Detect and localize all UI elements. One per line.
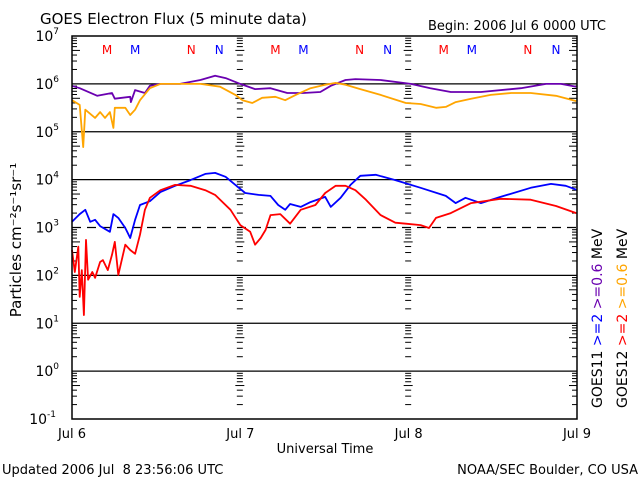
event-marker-n: N: [523, 43, 532, 57]
series-lines: [71, 74, 577, 316]
event-marker-m: M: [102, 43, 112, 57]
x-axis-label: Universal Time: [277, 442, 374, 457]
x-tick-label: Jul 7: [225, 427, 254, 442]
chart-title: GOES Electron Flux (5 minute data): [40, 10, 307, 28]
y-axis-label: Particles cm⁻²s⁻¹sr⁻¹: [7, 163, 25, 317]
y-tick-label: 104: [35, 171, 59, 189]
plot-frame: [71, 35, 578, 420]
legend-entry: GOES11: [590, 346, 606, 408]
y-tick-labels: 107 106 105 104 103 102 101 100 10-1: [29, 27, 59, 428]
x-tick-label: Jul 9: [562, 427, 591, 442]
legend-column-2: GOES12 >=2 >=0.6 MeV: [615, 228, 631, 408]
event-marker-n: N: [383, 43, 392, 57]
event-marker-m: M: [439, 43, 449, 57]
y-tick-label: 100: [35, 362, 59, 380]
legend-entry: MeV: [615, 228, 631, 259]
legend-column-1: GOES11 >=2 >=0.6 MeV: [590, 228, 606, 408]
series-line-3: [71, 184, 577, 316]
legend-entry: MeV: [590, 228, 606, 259]
series-line-2: [71, 172, 577, 239]
event-marker-n: N: [355, 43, 364, 57]
series-line-0: [71, 74, 577, 103]
x-tick-label: Jul 8: [394, 427, 423, 442]
y-tick-label: 102: [35, 266, 59, 284]
legend-entry: >=2: [615, 309, 631, 346]
y-tick-label: 101: [35, 314, 59, 332]
legend: GOES11 >=2 >=0.6 MeV GOES12 >=2 >=0.6 Me…: [590, 228, 631, 408]
event-marker-m: M: [270, 43, 280, 57]
begin-label: Begin: 2006 Jul 6 0000 UTC: [428, 19, 606, 34]
series-line-1: [71, 82, 577, 148]
event-marker-m: M: [130, 43, 140, 57]
y-tick-label: 10-1: [29, 410, 56, 428]
event-marker-m: M: [467, 43, 477, 57]
footer-updated: Updated 2006 Jul 8 23:56:06 UTC: [2, 463, 223, 478]
y-tick-label: 106: [35, 75, 59, 93]
grid: [72, 83, 577, 372]
legend-entry: >=0.6: [590, 259, 606, 309]
event-marker-n: N: [215, 43, 224, 57]
y-tick-label: 105: [35, 123, 59, 141]
legend-entry: >=2: [590, 309, 606, 346]
event-marker-n: N: [187, 43, 196, 57]
y-tick-label: 107: [35, 27, 59, 45]
x-tick-label: Jul 6: [57, 427, 86, 442]
y-tick-label: 103: [35, 219, 59, 237]
event-marker-m: M: [298, 43, 308, 57]
footer-source: NOAA/SEC Boulder, CO USA: [457, 463, 638, 478]
x-tick-labels: Jul 6 Jul 7 Jul 8 Jul 9: [57, 427, 591, 442]
legend-entry: >=0.6: [615, 259, 631, 309]
event-marker-n: N: [551, 43, 560, 57]
legend-entry: GOES12: [615, 346, 631, 408]
axis-ticks: [72, 37, 577, 406]
